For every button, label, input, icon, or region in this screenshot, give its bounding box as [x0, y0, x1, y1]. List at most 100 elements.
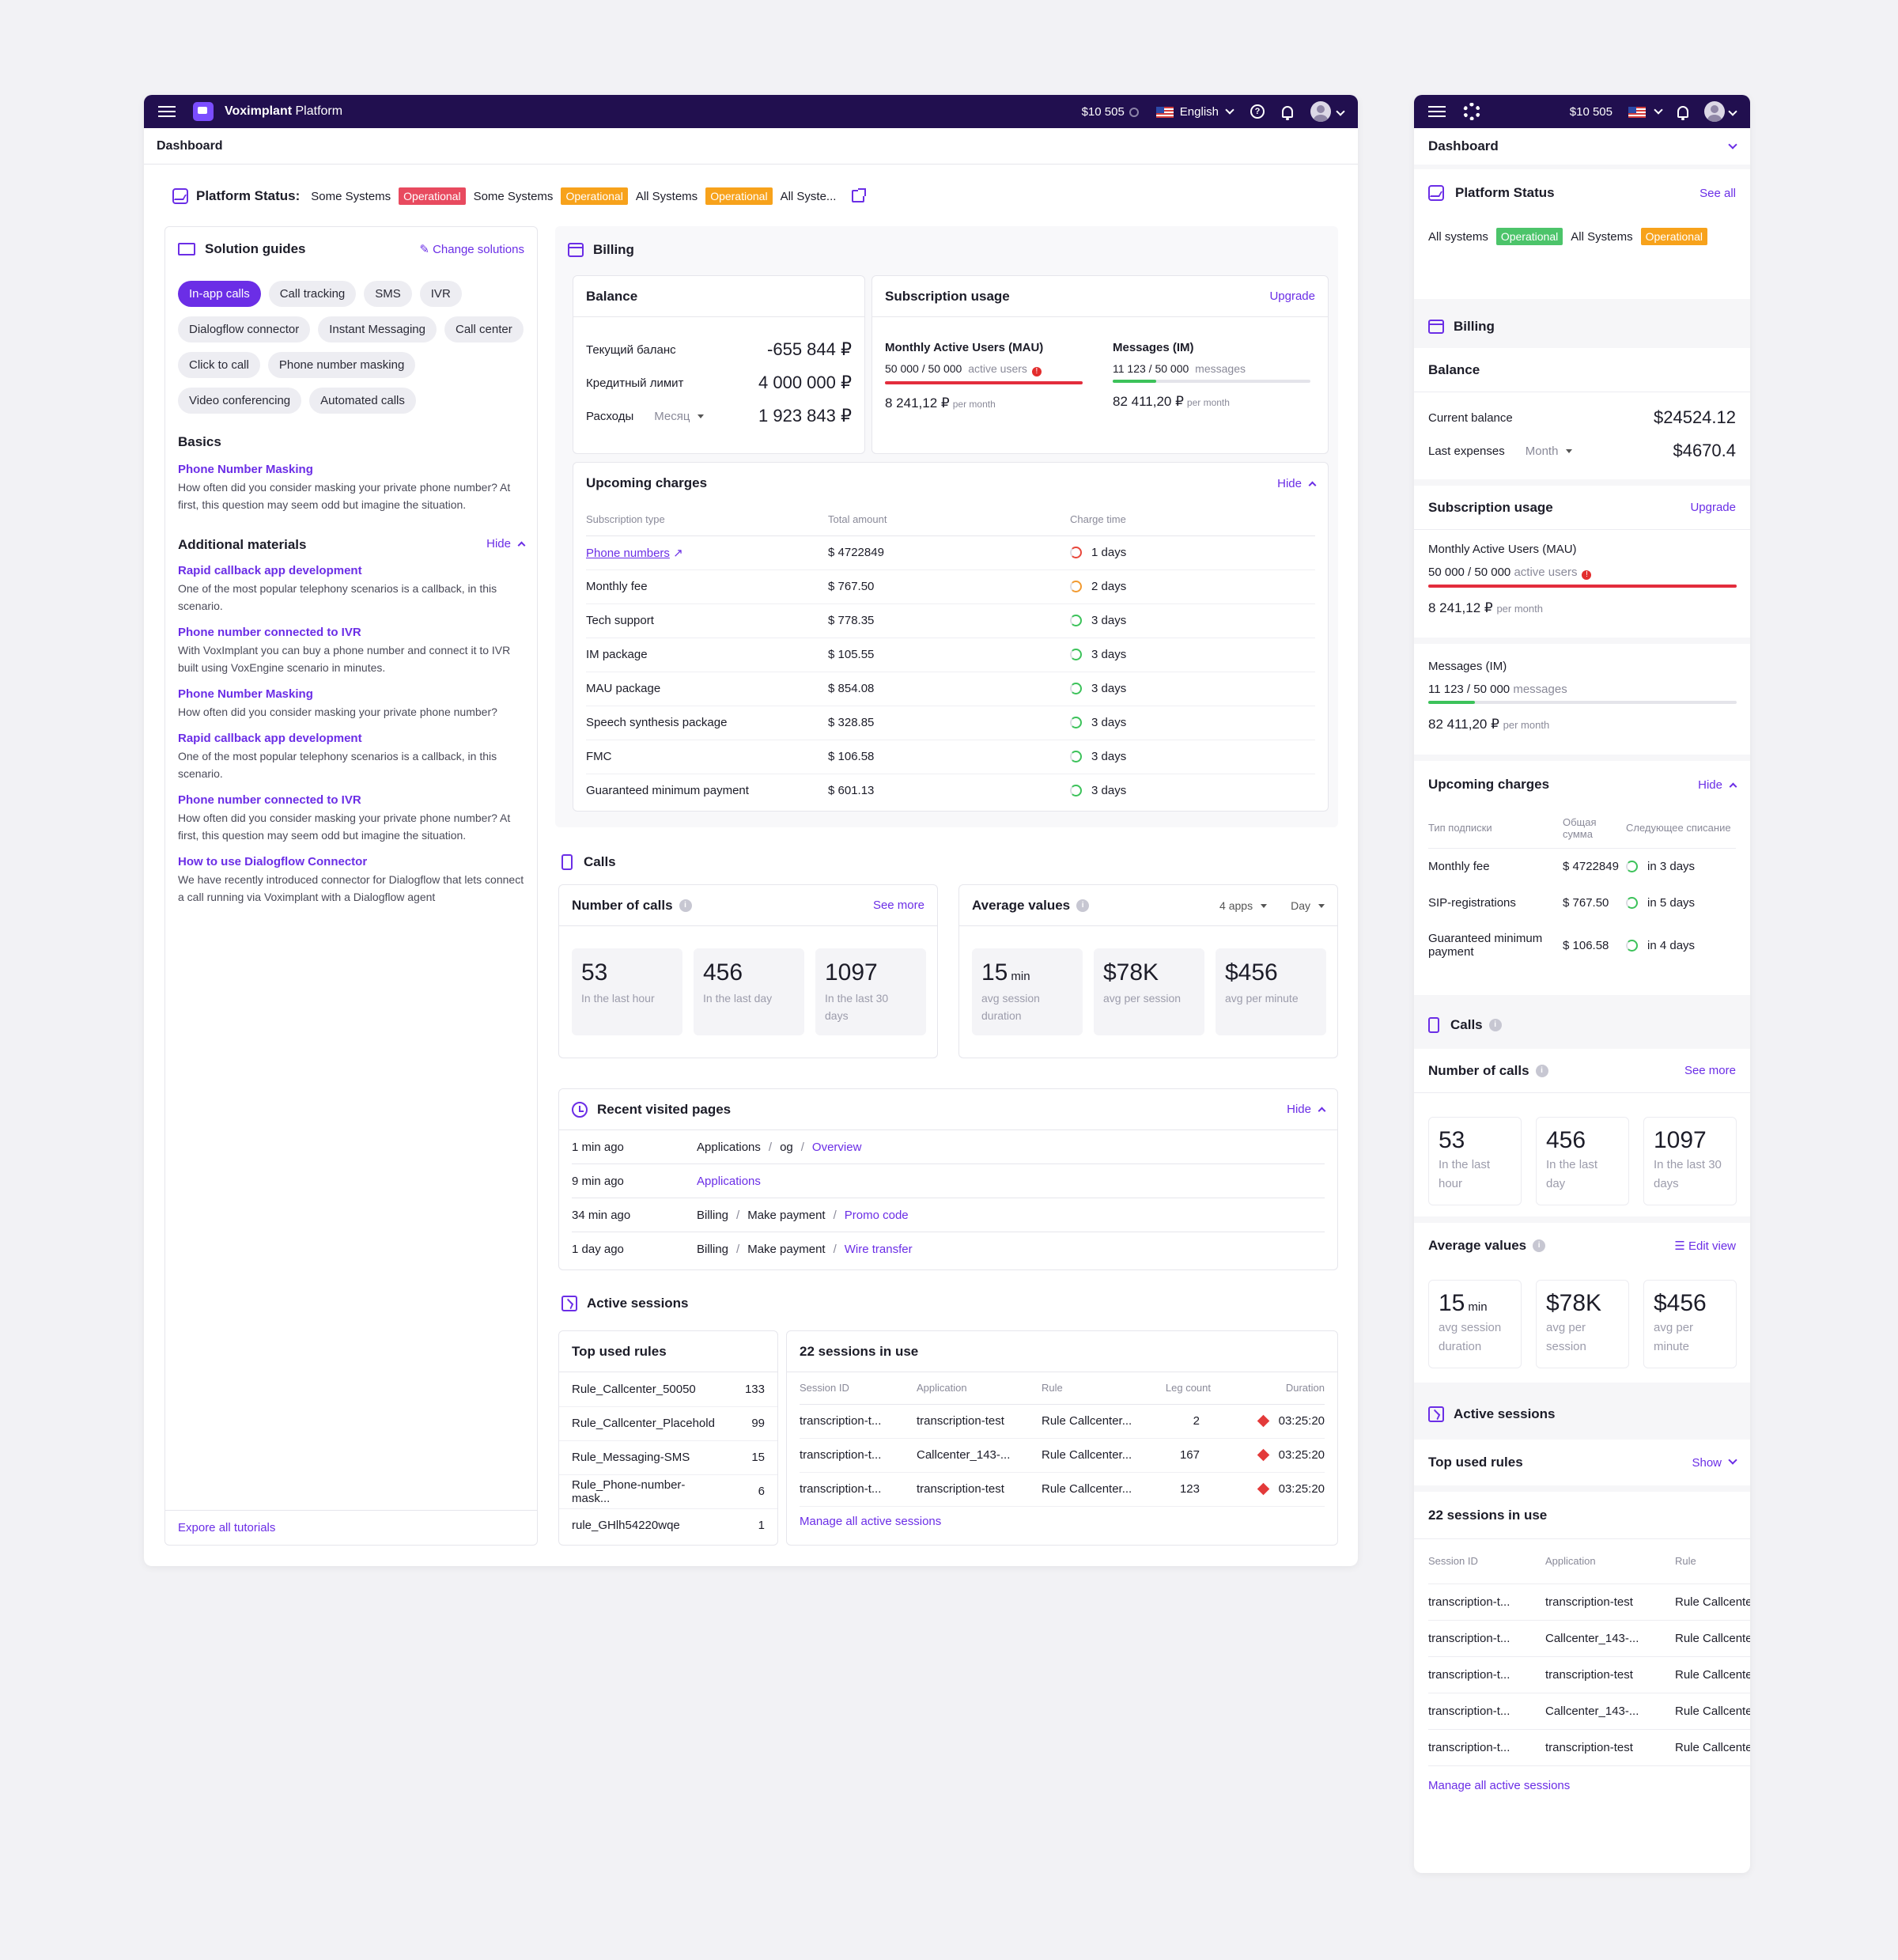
platform-status-bar: Platform Status: Some Systems Operationa… [172, 187, 1358, 206]
solution-chip[interactable]: Instant Messaging [318, 316, 437, 342]
pulse-icon [1428, 185, 1444, 201]
error-icon: ! [1582, 570, 1592, 580]
table-row[interactable]: transcription-t... Callcenter_143-... Rule… [1428, 1693, 1750, 1729]
solution-chip[interactable]: Call center [444, 316, 524, 342]
info-icon[interactable]: i [1533, 1239, 1546, 1252]
recent-page-row[interactable]: 9 min ago Applications [572, 1164, 1325, 1198]
hide-toggle[interactable]: Hide [1277, 477, 1317, 490]
recent-page-row[interactable]: 1 min ago Applications / og / Overview [572, 1130, 1325, 1164]
language-select[interactable] [1628, 104, 1663, 119]
table-row[interactable]: transcription-t... transcription-test Rule… [1428, 1656, 1750, 1693]
menu-icon[interactable] [1428, 106, 1446, 117]
guide-link[interactable]: Rapid callback app development [178, 564, 362, 577]
column-header: Application [917, 1372, 1042, 1405]
info-icon[interactable]: i [1076, 899, 1090, 912]
solution-chip[interactable]: Click to call [178, 352, 260, 378]
breadcrumb-link[interactable]: Overview [811, 1140, 862, 1154]
guide-link[interactable]: How to use Dialogflow Connector [178, 855, 368, 868]
calls-title: Calls [561, 854, 616, 870]
solution-chip[interactable]: Call tracking [268, 281, 357, 307]
table-row[interactable]: transcription-t... Callcenter_143-... Rule… [1428, 1620, 1750, 1656]
table-row[interactable]: transcription-t... transcription-test Rule… [1428, 1729, 1750, 1765]
status-system-name: All Syste... [780, 189, 837, 203]
language-select[interactable]: English [1155, 105, 1234, 119]
mobile-balance-card: Balance Current balance $24524.12 Last ex… [1414, 348, 1750, 486]
chevron-down-icon [1336, 107, 1345, 116]
mobile-page-select[interactable]: Dashboard [1414, 128, 1750, 169]
guide-link[interactable]: Rapid callback app development [178, 732, 362, 745]
table-row[interactable]: transcription-t... transcription-test Rule… [800, 1404, 1325, 1439]
manage-sessions-link[interactable]: Manage all active sessions [1428, 1778, 1571, 1792]
im-usage: Messages (IM) 11 123 / 50 000 messages 8… [1113, 341, 1310, 410]
table-row: Guaranteed minimum payment $ 106.58 in 4 d… [1428, 932, 1696, 959]
status-system-name: Some Systems [473, 189, 554, 203]
solution-chip[interactable]: IVR [419, 281, 462, 307]
voximplant-logo-icon[interactable] [1463, 103, 1480, 120]
info-icon[interactable]: i [1535, 1064, 1548, 1077]
see-all-link[interactable]: See all [1700, 186, 1736, 200]
guide-description: One of the most popular telephony scenar… [178, 750, 497, 780]
recent-pages-card: Recent visited pages Hide 1 min ago Applic… [558, 1088, 1338, 1270]
sessions-table: Session ID Application Rule transcriptio… [1428, 1539, 1750, 1766]
top-used-rules-title: Top used rules [559, 1331, 777, 1372]
period-select[interactable]: Месяц [654, 410, 705, 423]
warning-icon [1257, 1482, 1269, 1496]
guide-link[interactable]: Phone number connected to IVR [178, 626, 361, 639]
bell-icon[interactable] [1282, 105, 1293, 120]
charge-timer-icon [1070, 751, 1082, 762]
user-menu[interactable] [1310, 101, 1345, 122]
table-row[interactable]: transcription-t... transcription-test Rule… [1428, 1584, 1750, 1620]
table-row[interactable]: transcription-t... Callcenter_143-... Rule… [800, 1438, 1325, 1473]
hide-toggle[interactable]: Hide [1287, 1103, 1326, 1116]
hide-toggle[interactable]: Hide [486, 537, 526, 553]
table-row[interactable]: transcription-t... transcription-test Rule… [800, 1472, 1325, 1507]
external-link-icon[interactable]: ↗ [673, 546, 683, 560]
breadcrumb-link[interactable]: Promo code [844, 1208, 909, 1222]
mobile-subscription-usage: Subscription usage Upgrade Monthly Active… [1414, 486, 1750, 644]
bell-icon[interactable] [1677, 105, 1688, 120]
period-select[interactable]: Day [1291, 899, 1325, 912]
solution-chip[interactable]: In-app calls [178, 281, 261, 307]
solution-chip[interactable]: Automated calls [309, 388, 416, 414]
breadcrumb-link[interactable]: Applications [697, 1174, 761, 1188]
upgrade-link[interactable]: Upgrade [1690, 501, 1736, 514]
guide-link[interactable]: Phone Number Masking [178, 687, 313, 701]
explore-tutorials-link[interactable]: Expore all tutorials [165, 1510, 537, 1545]
see-more-link[interactable]: See more [1684, 1064, 1736, 1077]
see-more-link[interactable]: See more [872, 899, 924, 912]
subscription-type: Monthly fee [586, 580, 648, 593]
number-of-calls-card: Number of calls i See more 53 In the last … [558, 884, 938, 1058]
solution-guides-panel: Solution guides ✎ Change solutions In-ap… [164, 226, 538, 1546]
breadcrumb-link[interactable]: Wire transfer [844, 1243, 913, 1256]
account-balance[interactable]: $10 505 [1082, 105, 1139, 119]
charge-time: 3 days [1091, 682, 1127, 695]
solution-chip[interactable]: SMS [364, 281, 412, 307]
recent-page-row[interactable]: 34 min ago Billing / Make payment / Promo cod… [572, 1198, 1325, 1232]
change-solutions-link[interactable]: ✎ Change solutions [419, 243, 524, 256]
stat-box: 15 min avg session duration [972, 948, 1083, 1035]
mobile-top-bar: $10 505 [1414, 95, 1750, 128]
solution-chip[interactable]: Dialogflow connector [178, 316, 311, 342]
period-select[interactable]: Month [1526, 445, 1573, 458]
edit-view-button[interactable]: ☰ Edit view [1674, 1239, 1736, 1253]
solution-chip[interactable]: Phone number masking [267, 352, 416, 378]
help-icon[interactable]: ? [1250, 104, 1265, 119]
external-link-icon[interactable] [852, 188, 867, 202]
solution-chip[interactable]: Video conferencing [178, 388, 302, 414]
hide-toggle[interactable]: Hide [1698, 778, 1737, 792]
voximplant-logo-icon[interactable] [193, 102, 214, 121]
manage-sessions-link[interactable]: Manage all active sessions [800, 1514, 942, 1528]
info-icon[interactable]: i [1488, 1019, 1502, 1031]
menu-icon[interactable] [158, 106, 176, 117]
guide-link[interactable]: Phone number connected to IVR [178, 793, 361, 807]
recent-page-row[interactable]: 1 day ago Billing / Make payment / Wire trans… [572, 1243, 913, 1256]
account-balance[interactable]: $10 505 [1569, 104, 1613, 119]
user-menu[interactable] [1704, 101, 1737, 122]
upgrade-link[interactable]: Upgrade [1269, 289, 1315, 303]
phone-numbers-link[interactable]: Phone numbers [586, 546, 670, 560]
show-toggle[interactable]: Show [1692, 1455, 1737, 1470]
apps-select[interactable]: 4 apps [1219, 899, 1268, 912]
stat-box: $78K avg per session [1536, 1280, 1629, 1368]
guide-link[interactable]: Phone Number Masking [178, 463, 313, 476]
info-icon[interactable]: i [679, 899, 692, 912]
